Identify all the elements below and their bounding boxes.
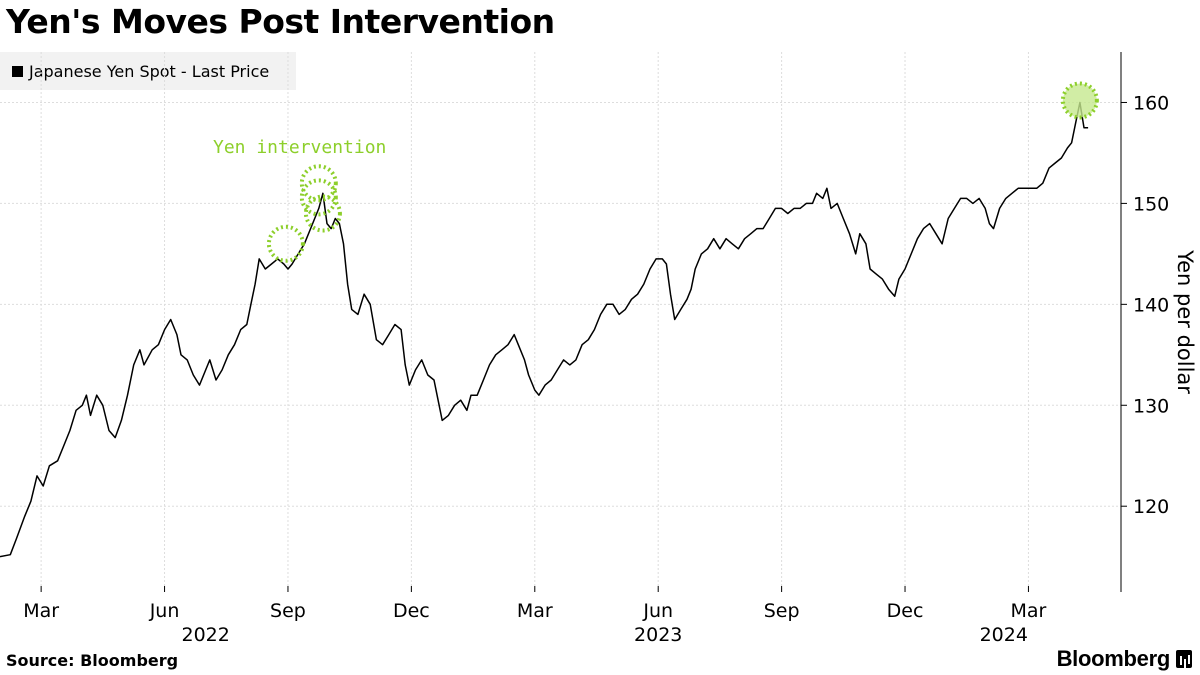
intervention-marker [1060,81,1099,120]
series-group [0,101,1089,558]
series-line [0,101,1089,558]
intervention-marker [299,164,338,203]
y-tick-label: 120 [1133,496,1169,518]
bloomberg-chart-icon [1176,650,1192,668]
intervention-marker [303,194,342,233]
source-note: Source: Bloomberg [6,651,179,670]
x-year-label: 2023 [634,624,682,646]
brand-logo: Bloomberg [1057,646,1192,672]
annotations-group [266,81,1099,263]
intervention-marker [266,224,305,263]
x-axis-ticks: Mar Jun Sep Dec Mar Jun Sep Dec Mar 2022 2023 2024 [23,586,1047,646]
y-tick-label: 130 [1133,395,1169,417]
y-tick-label: 140 [1133,294,1169,316]
y-tick-label: 160 [1133,92,1169,114]
x-tick-label: Mar [23,600,59,622]
legend: Japanese Yen Spot - Last Price [0,52,296,90]
x-tick-label: Mar [517,600,553,622]
legend-swatch [12,65,23,77]
y-axis-label: Yen per dollar [1173,249,1197,394]
x-tick-label: Sep [270,600,306,622]
x-tick-label: Jun [149,600,180,622]
y-axis-ticks: 120 130 140 150 160 [1121,92,1169,518]
grid [0,52,1121,592]
legend-label: Japanese Yen Spot - Last Price [29,61,270,81]
x-tick-label: Jun [642,600,673,622]
annotation-label: Yen intervention [213,137,386,158]
x-tick-label: Dec [393,600,430,622]
x-tick-label: Mar [1011,600,1047,622]
intervention-marker [299,178,338,217]
chart-title: Yen's Moves Post Intervention [6,2,555,41]
y-tick-label: 150 [1133,193,1169,215]
x-tick-label: Dec [887,600,924,622]
x-year-label: 2024 [980,624,1028,646]
x-year-label: 2022 [182,624,230,646]
brand-text: Bloomberg [1056,646,1171,671]
x-tick-label: Sep [764,600,800,622]
